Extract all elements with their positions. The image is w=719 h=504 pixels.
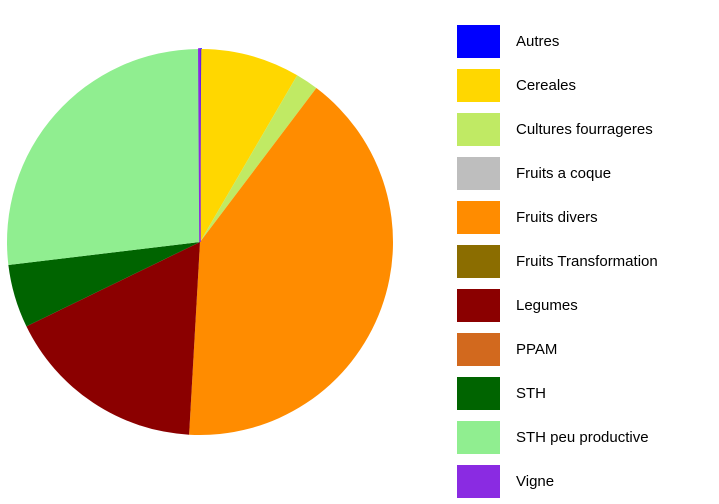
legend-swatch (457, 113, 500, 146)
legend-label: STH (516, 385, 546, 402)
pie-slice (8, 242, 200, 327)
legend-label: Fruits divers (516, 209, 598, 226)
pie-slice (26, 242, 200, 435)
legend-swatch (457, 157, 500, 190)
legend-label: Vigne (516, 473, 554, 490)
legend-label: STH peu productive (516, 429, 649, 446)
legend-swatch (457, 333, 500, 366)
pie-slice (189, 88, 393, 436)
legend-swatch (457, 25, 500, 58)
pie-slice (200, 75, 317, 242)
legend-label: Fruits Transformation (516, 253, 658, 270)
legend-swatch (457, 377, 500, 410)
legend-label: PPAM (516, 341, 557, 358)
pie-slice (7, 49, 201, 265)
pie-slice (198, 48, 201, 243)
legend-swatch (457, 245, 500, 278)
legend-swatch (457, 69, 500, 102)
legend-swatch (457, 289, 500, 322)
pie-slice (200, 49, 298, 242)
legend-label: Fruits a coque (516, 165, 611, 182)
legend-swatch (457, 201, 500, 234)
legend-label: Cultures fourrageres (516, 121, 653, 138)
legend-label: Autres (516, 33, 559, 50)
legend-swatch (457, 465, 500, 498)
legend-label: Cereales (516, 77, 576, 94)
legend-label: Legumes (516, 297, 578, 314)
legend-swatch (457, 421, 500, 454)
